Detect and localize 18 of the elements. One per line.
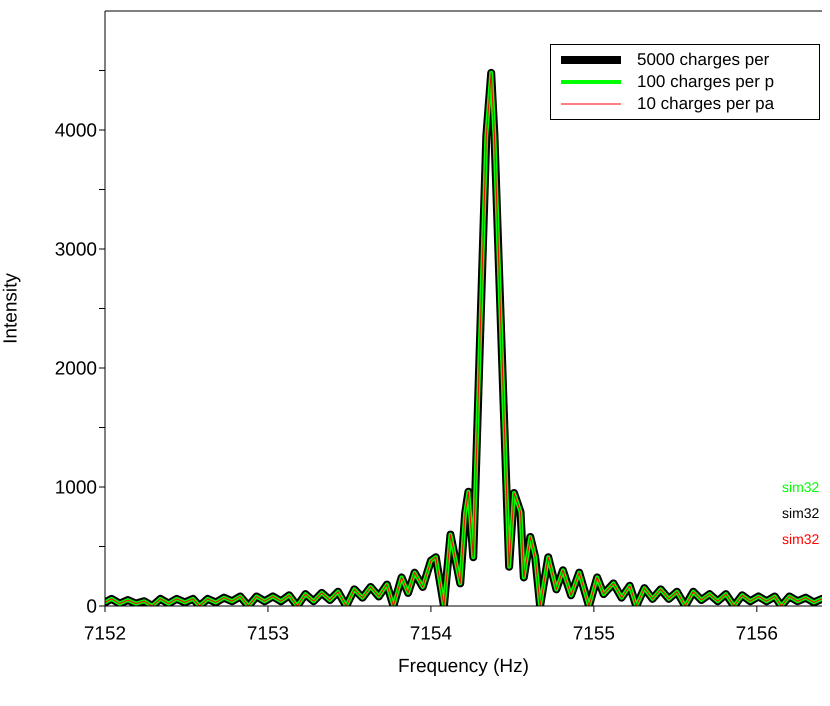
y-tick-label: 0	[86, 596, 97, 618]
x-tick-label: 7155	[572, 623, 616, 644]
y-tick-label: 2000	[54, 358, 97, 380]
legend-label: 100 charges per p	[637, 72, 774, 92]
annotation: sim32	[782, 531, 820, 547]
x-tick-label: 7154	[410, 623, 452, 644]
x-tick-label: 7152	[84, 623, 126, 644]
y-axis-title: Intensity	[0, 272, 22, 344]
y-tick-label: 4000	[54, 120, 97, 142]
legend-label: 5000 charges per	[637, 50, 770, 70]
x-tick-label: 7153	[246, 623, 290, 644]
annotation: sim32	[782, 505, 820, 521]
x-tick-label: 7156	[736, 623, 778, 644]
legend-label: 10 charges per pa	[637, 94, 774, 114]
annotation: sim32	[782, 479, 820, 495]
y-tick-label: 3000	[54, 240, 97, 261]
x-axis-title: Frequency (Hz)	[398, 656, 529, 677]
y-tick-label: 1000	[54, 478, 97, 499]
